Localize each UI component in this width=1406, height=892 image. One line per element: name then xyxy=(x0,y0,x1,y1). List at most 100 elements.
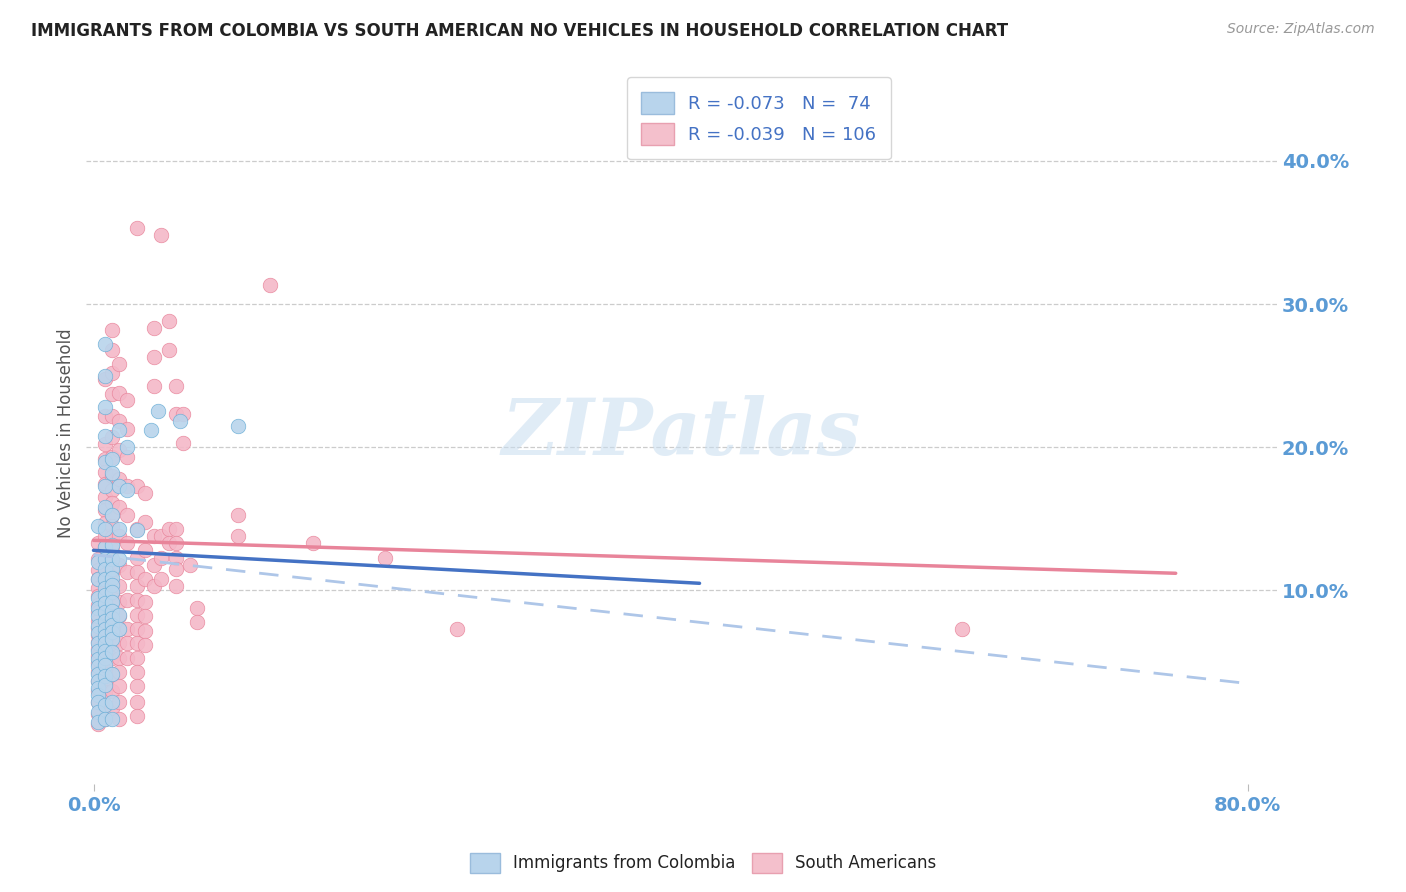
Point xyxy=(186,600,208,615)
Point xyxy=(94,586,117,600)
Point xyxy=(101,450,124,465)
Point xyxy=(172,436,194,450)
Point xyxy=(125,479,148,493)
Point xyxy=(143,350,166,364)
Point xyxy=(115,450,138,465)
Point xyxy=(125,550,148,565)
Point xyxy=(134,543,156,558)
Point xyxy=(101,430,124,444)
Point xyxy=(101,603,124,617)
Point xyxy=(101,508,124,522)
Point xyxy=(108,579,131,593)
Point xyxy=(101,595,124,609)
Point xyxy=(94,673,117,688)
Point xyxy=(101,701,124,715)
Point xyxy=(94,368,117,383)
Point xyxy=(87,600,110,615)
Point xyxy=(165,562,187,576)
Point xyxy=(115,508,138,522)
Point xyxy=(94,712,117,726)
Point xyxy=(101,624,124,639)
Point xyxy=(101,570,124,584)
Point xyxy=(87,665,110,679)
Text: Source: ZipAtlas.com: Source: ZipAtlas.com xyxy=(1227,22,1375,37)
Point xyxy=(94,465,117,479)
Point xyxy=(101,451,124,466)
Point xyxy=(94,622,117,636)
Point xyxy=(87,581,110,595)
Point xyxy=(143,378,166,392)
Point xyxy=(87,598,110,612)
Point xyxy=(87,652,110,666)
Point xyxy=(259,278,281,293)
Point xyxy=(87,563,110,577)
Point xyxy=(101,650,124,665)
Point xyxy=(87,626,110,640)
Legend: R = -0.073   N =  74, R = -0.039   N = 106: R = -0.073 N = 74, R = -0.039 N = 106 xyxy=(627,77,891,159)
Point xyxy=(94,712,117,726)
Point xyxy=(101,366,124,380)
Point xyxy=(165,536,187,550)
Point xyxy=(108,415,131,429)
Point xyxy=(101,466,124,480)
Point xyxy=(125,679,148,693)
Point xyxy=(108,636,131,650)
Point xyxy=(94,605,117,619)
Point xyxy=(150,572,173,586)
Point xyxy=(157,343,180,357)
Point xyxy=(94,541,117,555)
Point xyxy=(94,451,117,466)
Point xyxy=(101,483,124,498)
Point xyxy=(125,524,148,538)
Point xyxy=(950,622,973,636)
Point xyxy=(157,522,180,536)
Point xyxy=(108,522,131,536)
Point xyxy=(87,681,110,695)
Point xyxy=(125,636,148,650)
Point xyxy=(134,609,156,624)
Point xyxy=(87,657,110,671)
Point xyxy=(108,622,131,636)
Point xyxy=(101,531,124,545)
Point xyxy=(94,565,117,579)
Point xyxy=(94,477,117,491)
Point xyxy=(87,609,110,624)
Point xyxy=(87,589,110,603)
Point xyxy=(134,515,156,529)
Point xyxy=(87,605,110,619)
Point xyxy=(226,418,249,433)
Point xyxy=(143,579,166,593)
Point xyxy=(125,579,148,593)
Point xyxy=(125,522,148,536)
Point xyxy=(141,423,163,437)
Point xyxy=(115,536,138,550)
Point xyxy=(94,614,117,628)
Point xyxy=(101,666,124,681)
Point xyxy=(87,619,110,633)
Point xyxy=(134,572,156,586)
Point xyxy=(101,683,124,698)
Point xyxy=(94,638,117,652)
Point xyxy=(94,698,117,712)
Point xyxy=(101,469,124,483)
Point xyxy=(148,404,170,418)
Point xyxy=(101,519,124,533)
Point xyxy=(125,607,148,622)
Point xyxy=(87,552,110,566)
Point xyxy=(125,695,148,709)
Point xyxy=(94,698,117,712)
Point xyxy=(108,650,131,665)
Point xyxy=(87,673,110,688)
Point xyxy=(108,679,131,693)
Point xyxy=(101,610,124,624)
Point xyxy=(94,371,117,385)
Point xyxy=(87,649,110,664)
Legend: Immigrants from Colombia, South Americans: Immigrants from Colombia, South American… xyxy=(463,847,943,880)
Point xyxy=(87,591,110,605)
Point xyxy=(125,709,148,723)
Point xyxy=(101,562,124,576)
Point xyxy=(94,596,117,610)
Point xyxy=(101,409,124,423)
Point xyxy=(94,685,117,699)
Point xyxy=(87,519,110,533)
